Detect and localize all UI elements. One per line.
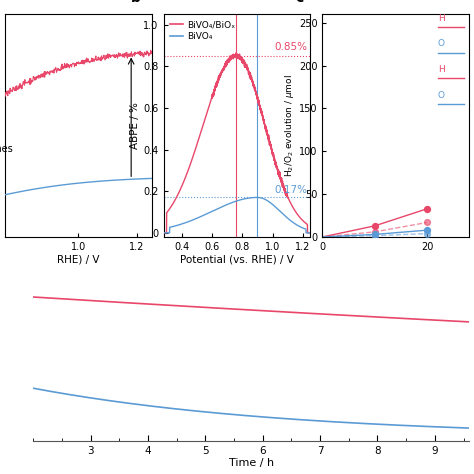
X-axis label: Time / h: Time / h	[228, 458, 274, 468]
Text: O: O	[438, 91, 445, 100]
Point	[371, 222, 379, 230]
Text: b: b	[131, 0, 141, 5]
Text: 0.17%: 0.17%	[274, 185, 307, 195]
Legend: BiVO₄/BiOₓ, BiVO₄: BiVO₄/BiOₓ, BiVO₄	[168, 19, 237, 43]
Text: 0.85%: 0.85%	[274, 42, 307, 52]
X-axis label: RHE) / V: RHE) / V	[57, 255, 100, 264]
Point	[371, 231, 379, 238]
Y-axis label: ABPE / %: ABPE / %	[130, 102, 140, 149]
Point	[371, 228, 379, 236]
Point	[423, 205, 431, 212]
Y-axis label: H$_2$/O$_2$ evolution / $\mu$mol: H$_2$/O$_2$ evolution / $\mu$mol	[283, 74, 296, 177]
Point	[423, 230, 431, 237]
Text: O: O	[438, 39, 445, 48]
X-axis label: Potential (vs. RHE) / V: Potential (vs. RHE) / V	[180, 255, 294, 264]
Text: H: H	[438, 14, 445, 23]
Point	[423, 227, 431, 234]
Text: 3.2 times: 3.2 times	[0, 144, 12, 154]
Point	[423, 219, 431, 226]
Point	[371, 232, 379, 239]
Text: c: c	[296, 0, 304, 5]
Text: H: H	[438, 65, 445, 74]
